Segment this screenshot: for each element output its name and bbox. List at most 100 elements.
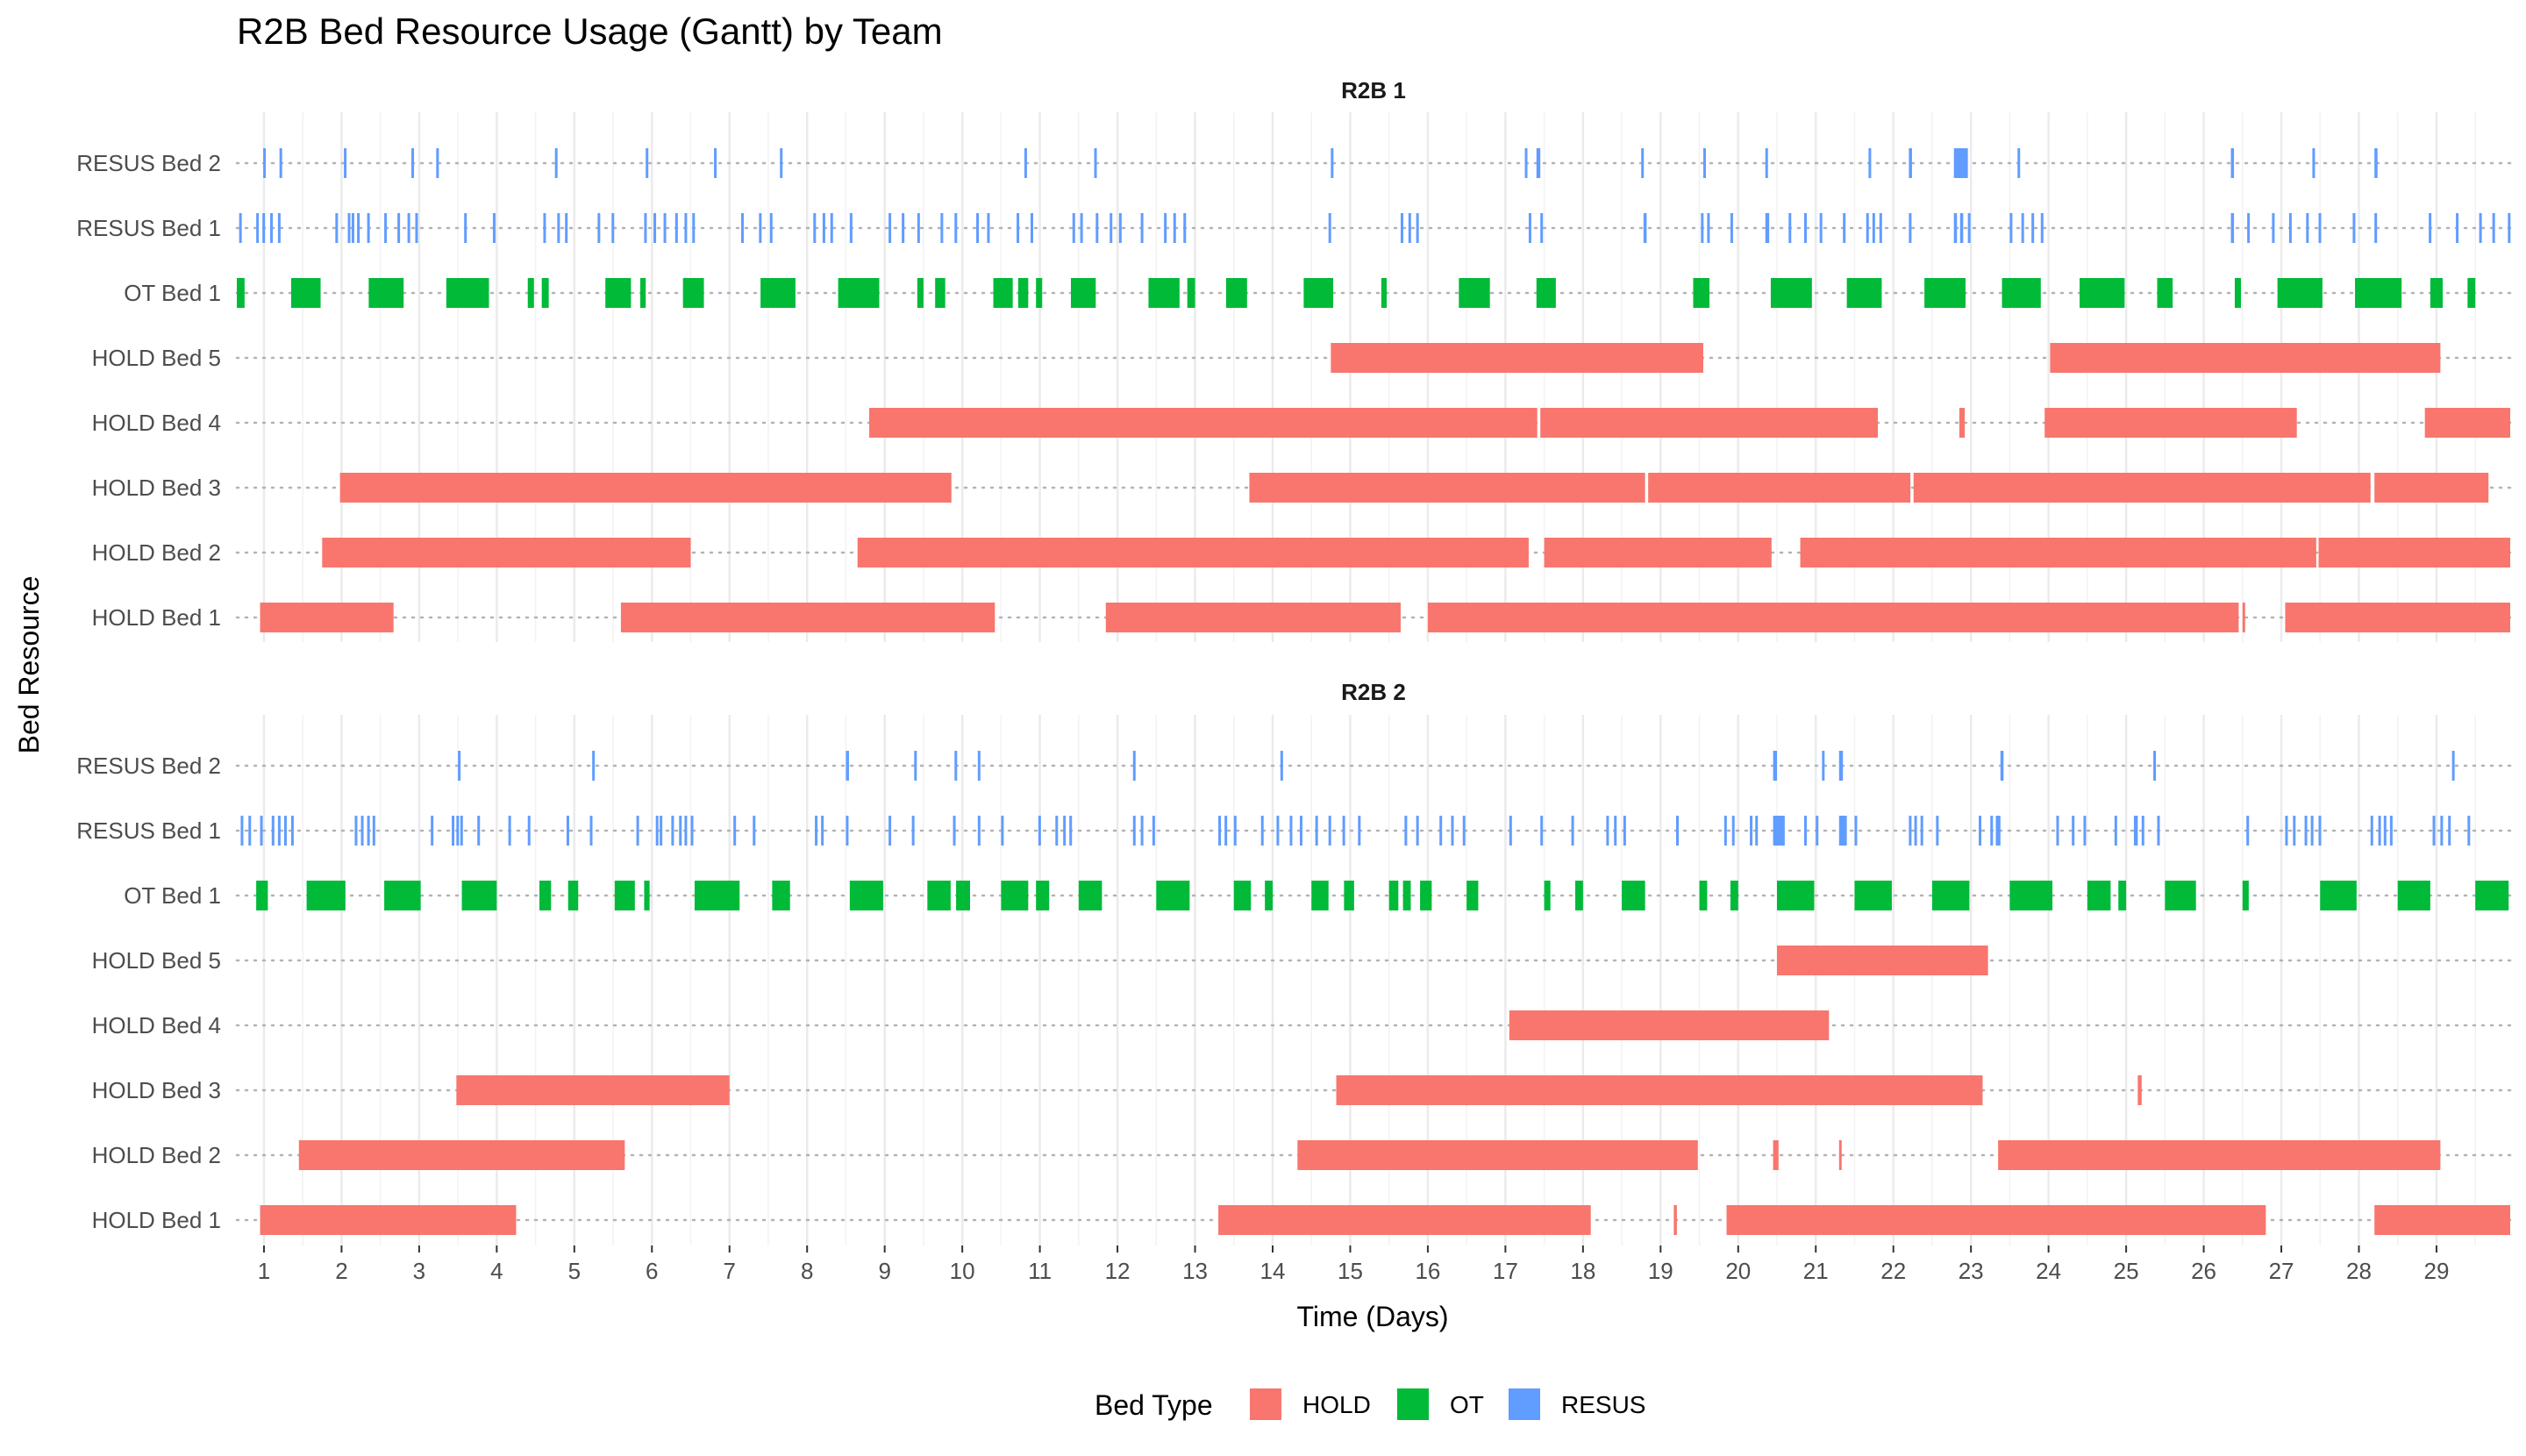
gantt-bar (2242, 881, 2249, 910)
gantt-bar (367, 816, 370, 846)
gantt-bar (1118, 213, 1122, 243)
gantt-bar (322, 538, 691, 567)
gantt-bar (2352, 213, 2356, 243)
x-tick-label: 20 (1725, 1258, 1751, 1284)
legend-label-resus: RESUS (1561, 1391, 1645, 1418)
gantt-bar (1953, 148, 1968, 178)
y-tick-label: RESUS Bed 1 (76, 215, 221, 241)
gantt-bar (2304, 816, 2308, 846)
gantt-bar (1819, 213, 1823, 243)
gantt-bar (653, 213, 657, 243)
gantt-bar (954, 751, 958, 781)
gantt-bar (1152, 816, 1155, 846)
gantt-bar (1707, 213, 1710, 243)
x-tick-label: 22 (1880, 1258, 1906, 1284)
gantt-bar (2318, 538, 2510, 567)
gantt-bar (384, 881, 421, 910)
x-axis-title: Time (Days) (1296, 1301, 1448, 1332)
gantt-bar (2306, 213, 2309, 243)
gantt-bar (1462, 816, 1466, 846)
gantt-bar (2242, 603, 2245, 632)
gantt-bar (290, 278, 321, 308)
gantt-bar (1528, 213, 1531, 243)
gantt-bar (1233, 881, 1252, 910)
gantt-bar (298, 1140, 625, 1170)
gantt-bar (2374, 148, 2378, 178)
gantt-bar (541, 278, 549, 308)
x-tick-label: 14 (1260, 1258, 1286, 1284)
gantt-bar (741, 213, 745, 243)
gantt-bar (1540, 213, 1544, 243)
gantt-bar (1224, 816, 1228, 846)
gantt-bar (1164, 213, 1167, 243)
gantt-bar (1416, 816, 1419, 846)
gantt-bar (1328, 213, 1331, 243)
gantt-bar (2370, 816, 2373, 846)
x-tick-label: 6 (646, 1258, 658, 1284)
gantt-bar (902, 213, 905, 243)
gantt-bar (1702, 148, 1706, 178)
gantt-bar (240, 816, 244, 846)
gantt-bar (660, 816, 663, 846)
gantt-bar (452, 816, 455, 846)
gantt-bar (415, 213, 418, 243)
gantt-bar (1276, 816, 1280, 846)
x-tick-label: 3 (413, 1258, 425, 1284)
gantt-bar (769, 213, 773, 243)
gantt-bar (1606, 816, 1609, 846)
gantt-bar (271, 816, 275, 846)
x-tick-label: 8 (801, 1258, 813, 1284)
gantt-bar (868, 408, 1538, 438)
x-tick-label: 5 (568, 1258, 581, 1284)
gantt-bar (436, 148, 439, 178)
gantt-bar (1344, 881, 1354, 910)
gantt-bar (397, 213, 401, 243)
gantt-bar (1914, 816, 1917, 846)
gantt-bar (1336, 1075, 1983, 1105)
gantt-bar (431, 816, 434, 846)
gantt-bar (1571, 816, 1574, 846)
gantt-bar (1909, 816, 1912, 846)
gantt-bar (460, 816, 463, 846)
facet-label: R2B 1 (1341, 77, 1406, 103)
gantt-bar (1095, 213, 1099, 243)
gantt-bar (1924, 278, 1966, 308)
gantt-bar (1755, 816, 1759, 846)
gantt-bar (1173, 213, 1176, 243)
gantt-bar (953, 816, 956, 846)
gantt-bar (684, 213, 688, 243)
x-tick-label: 7 (724, 1258, 736, 1284)
gantt-bar (1036, 881, 1050, 910)
y-tick-label: HOLD Bed 1 (92, 604, 221, 631)
gantt-bar (2456, 213, 2459, 243)
legend-key-resus (1509, 1388, 1540, 1420)
gantt-bar (1979, 816, 1982, 846)
x-tick-label: 1 (258, 1258, 270, 1284)
gantt-bar (351, 213, 354, 243)
gantt-bar (354, 816, 358, 846)
gantt-bar (2429, 213, 2432, 243)
gantt-bar (2133, 816, 2138, 846)
gantt-bar (1017, 213, 1020, 243)
gantt-bar (2374, 1205, 2510, 1235)
gantt-bar (2157, 278, 2173, 308)
gantt-bar (1995, 816, 2001, 846)
gantt-bar (2165, 881, 2196, 910)
gantt-bar (2031, 213, 2035, 243)
gantt-bar (368, 278, 404, 308)
gantt-bar (1466, 881, 1479, 910)
gantt-bar (1509, 1010, 1830, 1040)
gantt-bar (679, 816, 682, 846)
gantt-bar (290, 816, 294, 846)
gantt-bar (1750, 816, 1753, 846)
gantt-bar (367, 213, 370, 243)
gantt-bar (760, 278, 796, 308)
gantt-bar (1614, 816, 1617, 846)
gantt-bar (1765, 213, 1770, 243)
x-tick-label: 15 (1338, 1258, 1363, 1284)
gantt-bar (2234, 278, 2242, 308)
gantt-bar (1187, 278, 1195, 308)
gantt-bar (813, 213, 817, 243)
gantt-bar (1920, 816, 1923, 846)
